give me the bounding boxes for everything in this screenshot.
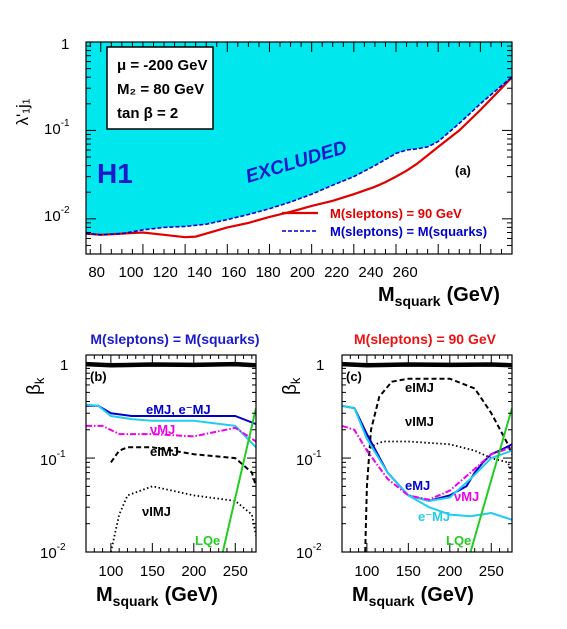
x-tick-label: 160: [221, 264, 246, 281]
y-tick-label: 10-2: [44, 205, 70, 225]
x-tick-label: 250: [223, 563, 248, 580]
param-mu: μ = -200 GeV: [117, 57, 207, 74]
legend-a: M(sleptons) = 90 GeV M(sleptons) = M(squ…: [282, 206, 487, 239]
x-axis-label-b: Msquark (GeV): [96, 584, 218, 609]
series-line-3: [86, 424, 256, 443]
x-tick-label: 250: [479, 563, 504, 580]
x-tick-label: 100: [98, 563, 123, 580]
curve-label-lqe: LQe: [446, 533, 471, 548]
curve-label-eimj: eIMJ: [150, 444, 179, 459]
series-line-sleptons-90: [86, 76, 512, 239]
panel-label-a: (a): [455, 163, 471, 178]
y-tick-label: 10-1: [296, 449, 322, 469]
x-tick-label: 200: [181, 563, 206, 580]
panel-c: M(sleptons) = 90 GeV (c) eIMJ νIMJ eMJ ν…: [280, 331, 513, 609]
series-line-1: [364, 377, 512, 552]
series-line-7: [469, 407, 512, 552]
y-tick-label: 1: [60, 357, 68, 374]
curve-label-eimj: eIMJ: [405, 380, 434, 395]
panel-label-c: (c): [346, 369, 362, 384]
curve-label-emj: eMJ: [405, 478, 430, 493]
curve-label-eminusmj: e⁻MJ: [418, 509, 450, 524]
series-line-0: [342, 361, 512, 368]
plot-frame-a: [85, 41, 513, 255]
x-tick-label: 200: [290, 264, 315, 281]
curve-label-emj: eMJ, e⁻MJ: [146, 402, 211, 417]
panel-label-b: (b): [90, 369, 107, 384]
panel-title-b: M(sleptons) = M(squarks): [90, 331, 259, 347]
tick-marks-c: [341, 355, 512, 553]
panel-b: M(sleptons) = M(squarks) (b) eMJ, e⁻MJ ν…: [24, 331, 260, 609]
x-tick-label: 100: [118, 264, 143, 281]
x-tick-label: 140: [187, 264, 212, 281]
y-axis-label-b: βk: [24, 377, 47, 395]
param-m2: M₂ = 80 GeV: [117, 81, 204, 98]
series-line-2: [366, 440, 512, 473]
series-line-0: [86, 361, 256, 368]
x-tick-label: 100: [354, 563, 379, 580]
x-tick-label: 220: [324, 264, 349, 281]
curve-label-numj: νMJ: [454, 489, 479, 504]
curve-label-nuimj: νIMJ: [142, 504, 171, 519]
x-tick-label: 180: [256, 264, 281, 281]
x-tick-label: 260: [393, 264, 418, 281]
param-tanbeta: tan β = 2: [117, 105, 178, 122]
series-line-6: [407, 494, 512, 521]
y-tick-label: 1: [61, 36, 69, 53]
series-line-4: [342, 404, 512, 502]
curve-label-nuimj: νIMJ: [405, 414, 434, 429]
y-axis-label-a: λ'₁j₁: [13, 98, 32, 125]
x-tick-label: 120: [153, 264, 178, 281]
y-tick-label: 10-1: [44, 118, 70, 138]
x-tick-label: 150: [396, 563, 421, 580]
legend-label-red: M(sleptons) = 90 GeV: [330, 206, 462, 221]
x-tick-label: 240: [358, 264, 383, 281]
series-line-2: [86, 403, 256, 448]
panel-a: 80 100 120 140 160 180 200 220 240 260 1…: [13, 36, 513, 309]
curve-label-lqe: LQe: [195, 533, 220, 548]
x-axis-label-c: Msquark (GeV): [352, 584, 474, 609]
plot-frame-c: [341, 354, 513, 553]
series-line-6: [221, 407, 256, 552]
x-axis-label-a: Msquark (GeV): [378, 284, 500, 309]
curve-label-numj: νMJ: [150, 422, 175, 437]
panel-title-c: M(sleptons) = 90 GeV: [354, 331, 497, 347]
experiment-label: H1: [97, 158, 133, 189]
legend-label-blue: M(sleptons) = M(squarks): [330, 224, 487, 239]
x-tick-label: 80: [88, 264, 105, 281]
y-tick-label: 10-2: [40, 542, 66, 562]
tick-marks-a: [86, 41, 513, 255]
series-line-5: [342, 424, 512, 501]
y-tick-label: 10-1: [40, 449, 66, 469]
x-tick-label: 150: [140, 563, 165, 580]
y-tick-label: 1: [316, 357, 324, 374]
tick-marks-b: [85, 355, 256, 553]
y-tick-label: 10-2: [296, 542, 322, 562]
plot-frame-b: [85, 354, 257, 553]
x-tick-label: 200: [437, 563, 462, 580]
y-axis-label-c: βk: [280, 377, 303, 395]
series-line-sleptons-eq-squarks: [86, 76, 512, 236]
parameter-box: μ = -200 GeV M₂ = 80 GeV tan β = 2: [106, 46, 214, 130]
